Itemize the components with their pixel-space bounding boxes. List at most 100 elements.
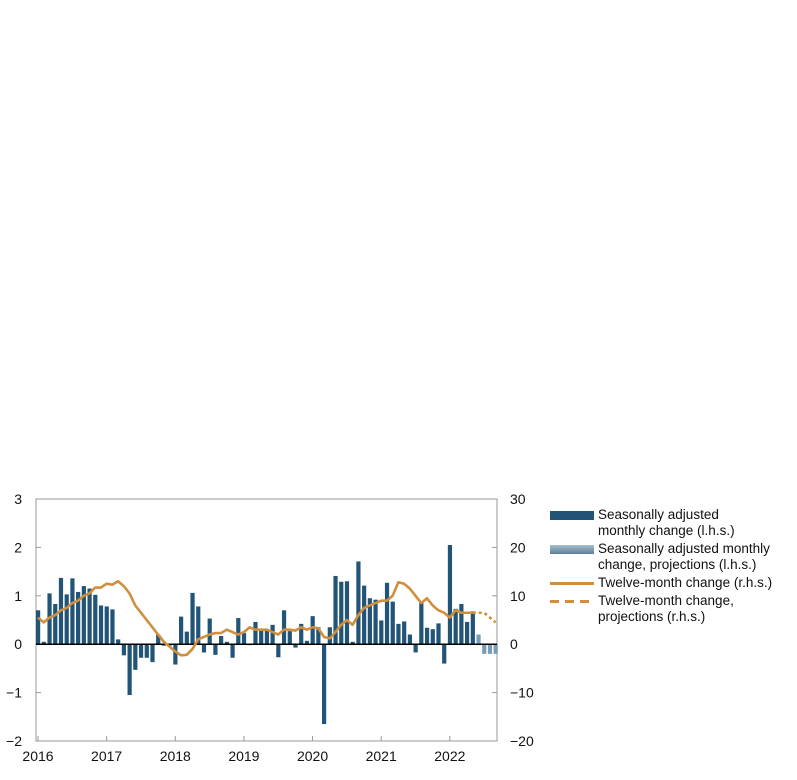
legend-label: Twelve-month change (r.h.s.) bbox=[598, 575, 773, 590]
bar bbox=[327, 627, 332, 645]
bar bbox=[87, 588, 92, 645]
bar bbox=[213, 644, 218, 655]
twelve-month-line bbox=[37, 579, 473, 657]
bar bbox=[287, 631, 292, 645]
bar bbox=[259, 630, 264, 645]
bar bbox=[333, 575, 338, 645]
bar bbox=[270, 624, 275, 645]
y-left-tick-label: −2 bbox=[6, 733, 22, 749]
legend-label: Seasonally adjusted monthly change, proj… bbox=[598, 541, 770, 572]
bar bbox=[207, 618, 212, 645]
bar bbox=[156, 634, 161, 645]
bar bbox=[344, 581, 350, 645]
bar bbox=[413, 644, 418, 653]
bar bbox=[465, 621, 470, 645]
bar bbox=[127, 644, 132, 696]
bar bbox=[138, 644, 144, 658]
bar bbox=[110, 609, 115, 645]
bar bbox=[356, 561, 361, 645]
bar bbox=[179, 616, 184, 645]
bar bbox=[396, 623, 401, 645]
bar bbox=[459, 604, 464, 645]
legend: Seasonally adjusted monthly change (l.h.… bbox=[550, 507, 772, 627]
bar-projection bbox=[482, 644, 487, 654]
bar bbox=[419, 602, 424, 645]
bar bbox=[41, 641, 46, 645]
bar bbox=[379, 620, 384, 645]
x-tick-label: 2021 bbox=[366, 748, 397, 764]
bar-projection bbox=[476, 634, 481, 645]
bar bbox=[299, 623, 304, 645]
bar bbox=[184, 631, 189, 645]
bar bbox=[230, 644, 235, 658]
bar bbox=[173, 644, 178, 665]
bar bbox=[144, 644, 149, 658]
bar bbox=[236, 618, 241, 645]
bar bbox=[104, 606, 109, 645]
bar bbox=[36, 610, 41, 645]
bar bbox=[196, 606, 201, 645]
legend-swatch bbox=[550, 511, 594, 520]
y-left-tick-label: 2 bbox=[14, 539, 22, 555]
y-right-tick-label: −20 bbox=[510, 733, 534, 749]
bar bbox=[430, 629, 435, 645]
bar bbox=[190, 592, 195, 645]
bar bbox=[339, 581, 344, 645]
bar bbox=[384, 582, 390, 645]
bar bbox=[98, 605, 104, 645]
y-left-tick-label: −1 bbox=[6, 685, 22, 701]
x-tick-label: 2020 bbox=[297, 748, 328, 764]
legend-item-bars: Seasonally adjusted monthly change (l.h.… bbox=[550, 507, 772, 539]
bar bbox=[350, 641, 355, 645]
legend-item-line-projection: Twelve-month change, projections (r.h.s.… bbox=[550, 593, 772, 625]
legend-label: Twelve-month change, projections (r.h.s.… bbox=[598, 593, 734, 624]
x-tick-label: 2018 bbox=[160, 748, 191, 764]
bar bbox=[264, 629, 269, 645]
bar bbox=[310, 616, 315, 645]
bar bbox=[253, 621, 258, 645]
bar bbox=[316, 627, 321, 645]
bar bbox=[241, 633, 247, 645]
bar bbox=[436, 623, 441, 645]
bar bbox=[470, 611, 475, 645]
legend-item-line: Twelve-month change (r.h.s.) bbox=[550, 575, 772, 591]
bar bbox=[93, 594, 98, 645]
bar bbox=[53, 604, 58, 645]
y-right-tick-label: 0 bbox=[510, 636, 518, 652]
y-right-tick-label: −10 bbox=[510, 685, 534, 701]
legend-label: Seasonally adjusted monthly change (l.h.… bbox=[598, 507, 735, 538]
x-tick-label: 2016 bbox=[22, 748, 53, 764]
y-right-tick-label: 20 bbox=[510, 539, 526, 555]
bar bbox=[276, 644, 281, 658]
bar bbox=[219, 635, 224, 645]
bar bbox=[121, 644, 126, 656]
bar bbox=[201, 644, 207, 653]
bar bbox=[150, 644, 155, 663]
bar bbox=[322, 644, 327, 725]
twelve-month-projection-line bbox=[472, 611, 497, 624]
bar bbox=[133, 644, 138, 670]
bar bbox=[76, 591, 81, 645]
bar bbox=[293, 644, 298, 648]
y-left-tick-label: 0 bbox=[14, 636, 22, 652]
bar bbox=[224, 641, 229, 645]
bar bbox=[70, 578, 75, 645]
y-right-tick-label: 30 bbox=[510, 491, 526, 507]
bar-projection bbox=[493, 644, 498, 654]
bar bbox=[373, 599, 378, 645]
x-tick-label: 2022 bbox=[434, 748, 465, 764]
bar bbox=[390, 601, 395, 645]
legend-swatch bbox=[550, 545, 594, 554]
legend-item-bars-projection: Seasonally adjusted monthly change, proj… bbox=[550, 541, 772, 573]
bar bbox=[304, 640, 310, 645]
y-right-tick-label: 10 bbox=[510, 588, 526, 604]
y-left-tick-label: 3 bbox=[14, 491, 22, 507]
bar bbox=[402, 621, 407, 645]
bar bbox=[424, 627, 430, 645]
bar bbox=[367, 598, 372, 645]
bar bbox=[407, 634, 412, 645]
x-tick-label: 2017 bbox=[91, 748, 122, 764]
bar bbox=[81, 586, 86, 645]
legend-swatch bbox=[550, 600, 594, 603]
bar bbox=[281, 610, 287, 645]
